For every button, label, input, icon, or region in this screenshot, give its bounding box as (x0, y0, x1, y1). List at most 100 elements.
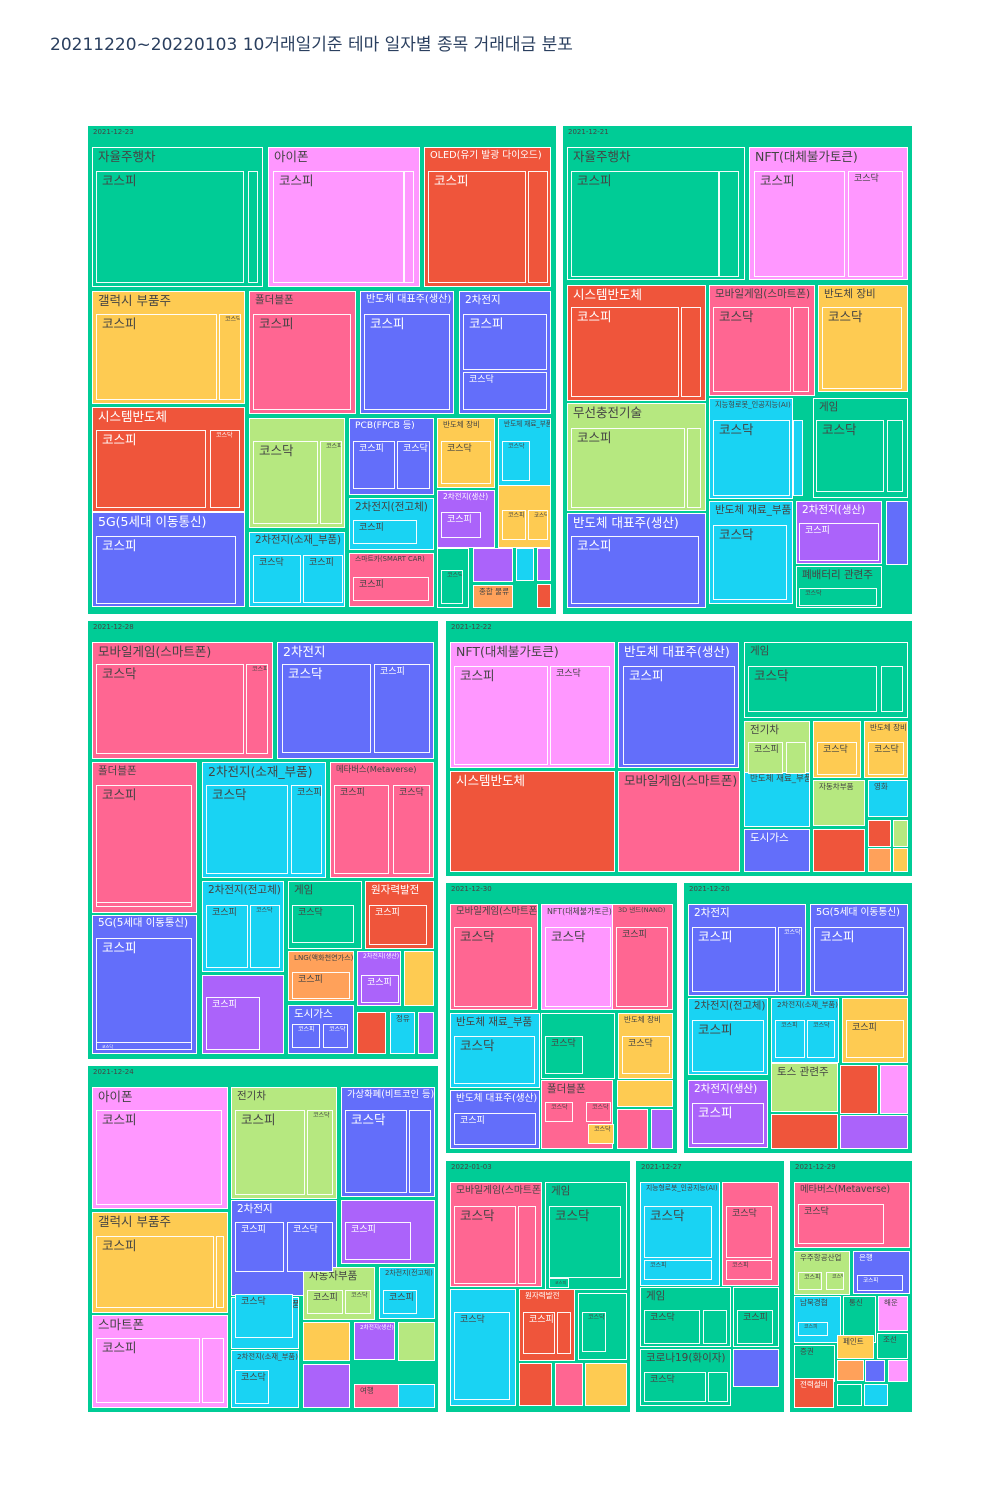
node-label: 갤럭시 부품주 (98, 1214, 171, 1229)
node-label: 코스닥 (469, 375, 494, 385)
node-label: 코스피 (650, 1262, 667, 1269)
theme-node (303, 1364, 350, 1408)
node-label: 코스닥 (102, 666, 137, 681)
theme-node: 자동차부품 (813, 780, 865, 826)
node-label: 코스닥 (256, 907, 273, 914)
node-label: 코스닥 (555, 1208, 590, 1223)
node-label: 2차전지(소재_부품) (255, 534, 342, 546)
node-label: 코스피 (804, 1324, 818, 1330)
node-label: 2021-12-24 (93, 1068, 134, 1076)
node-label: 자동차부품 (309, 1270, 358, 1282)
node-label: 시스템반도체 (456, 773, 526, 788)
node-label: 2차전지(소재_부품) (208, 764, 313, 779)
node-label: 코스피 (313, 1293, 338, 1303)
theme-node: 시스템반도체 (450, 771, 615, 872)
node-label: 전력설비 (800, 1380, 828, 1389)
node-label: 코스닥 (293, 1225, 318, 1235)
node-label: 5G(5세대 이동통신) (816, 907, 900, 918)
market-node: 코스닥 (345, 1290, 371, 1314)
theme-node (357, 1012, 386, 1054)
node-label: 무선충전기술 (573, 405, 643, 420)
market-node: 코스닥 (549, 1206, 621, 1278)
market-node: 코스피 (292, 1024, 320, 1048)
node-label: 코스닥 (216, 432, 233, 439)
market-node (528, 171, 548, 283)
theme-node (617, 1109, 648, 1149)
node-label: 종합 물류 (479, 587, 509, 596)
theme-node (880, 1065, 908, 1114)
node-label: 원자력발전 (371, 884, 420, 896)
node-label: 게임 (819, 401, 839, 413)
market-node: 코스피 (502, 510, 526, 540)
theme-node (585, 1363, 627, 1406)
node-label: 코스피 (820, 929, 855, 944)
node-label: 3D 낸드(NAND) (618, 906, 666, 914)
market-node (216, 1236, 224, 1308)
node-label: 폐배터리 관련주 (802, 569, 873, 581)
node-label: 지능형로봇_인공지능(AI) (646, 1184, 718, 1192)
theme-node (888, 1360, 908, 1382)
node-label: 메타버스(Metaverse) (800, 1184, 891, 1195)
node-label: 시스템반도체 (98, 409, 168, 424)
node-label: 게임 (294, 884, 314, 896)
market-node: 코스닥 (713, 420, 790, 496)
theme-node (398, 1384, 435, 1408)
node-label: 은행 (859, 1253, 873, 1262)
node-label: 2021-12-23 (93, 128, 134, 136)
node-label: 코스닥 (650, 1208, 685, 1223)
market-node: 코스피 (353, 520, 417, 544)
node-label: 페인트 (843, 1337, 864, 1346)
node-label: 코스피 (380, 667, 405, 677)
market-node: 코스피 (571, 171, 719, 277)
node-label: 코스닥 (588, 1314, 605, 1321)
market-node: 코스피 (246, 664, 268, 754)
node-label: 코스닥 (351, 1112, 386, 1127)
node-label: 코스닥 (259, 558, 284, 568)
market-node: 코스피 (96, 1338, 200, 1403)
market-node: 코스닥 (397, 441, 430, 489)
node-label: 코스피 (241, 1225, 266, 1235)
theme-node (865, 1360, 885, 1382)
node-label: 코스피 (389, 1293, 414, 1303)
node-label: 전기차 (750, 724, 779, 736)
market-node: 코스피 (692, 927, 776, 992)
market-node: 코스피 (320, 441, 342, 524)
node-label: 2차전지(전고체) (385, 1269, 433, 1277)
market-node (703, 1310, 727, 1344)
node-label: 2차전지(전고체) (208, 884, 281, 896)
market-node: 코스닥 (323, 1024, 348, 1048)
theme-node: 토스 관련주 (771, 1063, 838, 1112)
market-node (708, 1372, 728, 1402)
market-node: 코스피 (96, 1110, 222, 1205)
node-label: 반도체 장비 (624, 1015, 661, 1024)
node-label: 해운 (884, 1298, 898, 1307)
node-label: 모바일게임(스마트폰) (456, 1185, 542, 1196)
market-node: 코스닥 (868, 742, 904, 775)
node-label: 5G(5세대 이동통신) (98, 514, 207, 529)
node-label: 코스닥 (460, 1208, 495, 1223)
market-node (887, 420, 903, 492)
node-label: 2차전지 (283, 644, 326, 659)
node-label: 코스닥 (805, 590, 822, 597)
market-node: 코스닥 (454, 927, 532, 1007)
node-label: 코스닥 (460, 1315, 485, 1325)
node-label: LNG(액화천연가스) (294, 953, 354, 962)
theme-node (837, 1384, 862, 1406)
node-label: 코스피 (298, 975, 323, 985)
node-label: 코스피 (760, 173, 795, 188)
market-node: 코스닥 (822, 307, 902, 389)
node-label: 모바일게임(스마트폰) (624, 773, 738, 788)
node-label: 코스피 (804, 1274, 821, 1281)
chart-title: 20211220~20220103 10거래일기준 테마 일자별 종목 거래대금… (50, 35, 573, 55)
market-node: 코스닥 (528, 510, 548, 540)
node-label: 코스피 (852, 1023, 877, 1033)
node-label: NFT(대체불가토큰) (755, 149, 858, 164)
node-label: 스마트폰 (98, 1317, 145, 1332)
market-node: 코스피 (775, 1020, 805, 1058)
market-node: 코스닥 (550, 666, 610, 765)
node-label: 반도체 대표주(생산) (366, 294, 452, 305)
theme-node (516, 548, 534, 581)
node-label: 코스닥 (556, 669, 581, 679)
node-label: 게임 (551, 1185, 571, 1197)
theme-node (555, 1363, 583, 1406)
